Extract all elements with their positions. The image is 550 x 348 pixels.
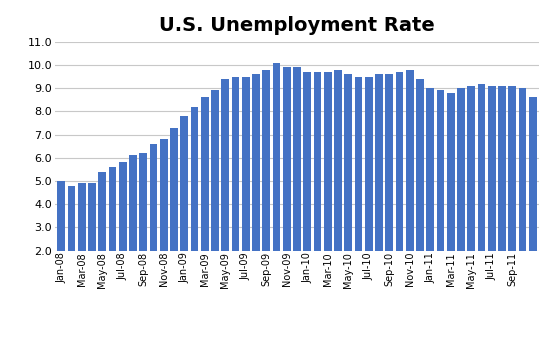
Bar — [201, 97, 208, 251]
Bar — [437, 90, 444, 251]
Bar — [344, 74, 352, 251]
Bar — [160, 139, 168, 251]
Bar — [498, 86, 506, 251]
Bar — [180, 116, 188, 251]
Bar — [416, 79, 424, 251]
Bar — [386, 74, 393, 251]
Bar — [395, 72, 403, 251]
Bar — [191, 107, 199, 251]
Bar — [129, 156, 137, 251]
Bar — [406, 70, 414, 251]
Bar — [273, 63, 280, 251]
Bar — [324, 72, 332, 251]
Bar — [139, 153, 147, 251]
Bar — [119, 163, 126, 251]
Bar — [519, 88, 526, 251]
Bar — [375, 74, 383, 251]
Bar — [221, 79, 229, 251]
Bar — [293, 67, 301, 251]
Bar — [488, 86, 496, 251]
Bar — [242, 77, 250, 251]
Bar — [457, 88, 465, 251]
Bar — [68, 185, 75, 251]
Bar — [88, 183, 96, 251]
Bar — [426, 88, 434, 251]
Bar — [509, 86, 516, 251]
Bar — [478, 84, 486, 251]
Bar — [304, 72, 311, 251]
Bar — [78, 183, 85, 251]
Bar — [365, 77, 373, 251]
Bar — [283, 67, 290, 251]
Bar — [98, 172, 106, 251]
Bar — [170, 128, 178, 251]
Bar — [150, 144, 157, 251]
Bar — [314, 72, 321, 251]
Bar — [108, 167, 116, 251]
Bar — [468, 86, 475, 251]
Bar — [57, 181, 65, 251]
Bar — [262, 70, 270, 251]
Bar — [355, 77, 362, 251]
Bar — [211, 90, 219, 251]
Title: U.S. Unemployment Rate: U.S. Unemployment Rate — [159, 16, 435, 35]
Bar — [447, 93, 455, 251]
Bar — [529, 97, 537, 251]
Bar — [232, 77, 239, 251]
Bar — [252, 74, 260, 251]
Bar — [334, 70, 342, 251]
